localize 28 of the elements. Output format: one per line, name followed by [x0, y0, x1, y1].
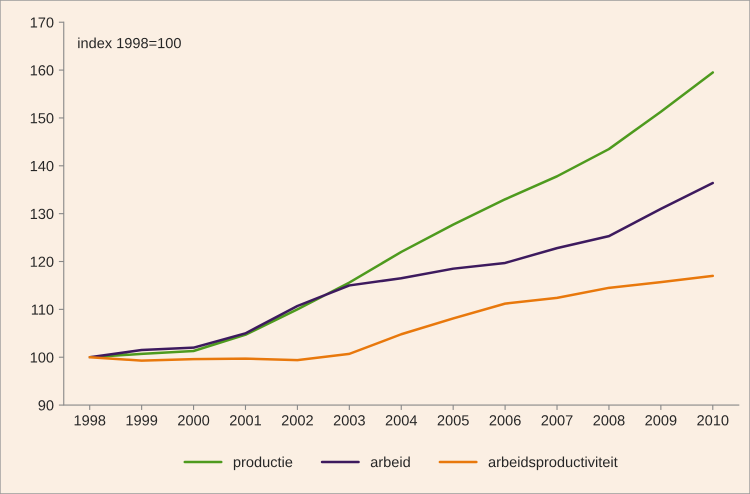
x-tick-label: 2004 [386, 415, 418, 426]
x-tick-label: 2009 [645, 415, 676, 426]
legend-label: arbeid [370, 456, 410, 468]
y-tick-label: 140 [30, 160, 54, 172]
x-tick-label: 2000 [178, 415, 210, 426]
y-tick-label: 160 [30, 65, 54, 76]
y-tick-label: 150 [30, 113, 54, 124]
x-tick-label: 1999 [126, 415, 158, 426]
y-tick-label: 170 [30, 17, 54, 28]
y-tick-label: 120 [30, 256, 54, 267]
x-tick-label: 2003 [334, 415, 365, 426]
annotation: index 1998=100 [78, 38, 181, 48]
x-tick-label: 2005 [438, 415, 469, 426]
y-tick-label: 100 [30, 352, 54, 363]
x-tick-label: 2010 [697, 415, 728, 426]
line-series [88, 182, 714, 358]
x-tick-label: 1998 [74, 415, 106, 426]
y-tick-label: 130 [30, 208, 54, 220]
x-tick-label: 2002 [282, 415, 313, 426]
x-tick-label: 2001 [230, 415, 261, 426]
x-tick-label: 2007 [542, 415, 573, 426]
y-tick-label: 90 [38, 400, 54, 411]
x-tick-label: 2008 [593, 415, 625, 426]
x-tick-label: 2006 [490, 415, 521, 426]
line-series [88, 274, 714, 362]
legend-label: arbeidsproductiviteit [488, 456, 618, 470]
legend-label: productie [234, 456, 292, 470]
y-tick-label: 110 [32, 304, 54, 315]
